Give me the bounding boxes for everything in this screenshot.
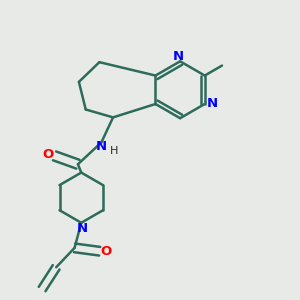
Text: N: N <box>77 222 88 235</box>
Text: N: N <box>173 50 184 64</box>
Text: O: O <box>43 148 54 161</box>
Text: O: O <box>101 245 112 258</box>
Text: N: N <box>206 98 218 110</box>
Text: N: N <box>96 140 107 153</box>
Text: H: H <box>110 146 118 156</box>
